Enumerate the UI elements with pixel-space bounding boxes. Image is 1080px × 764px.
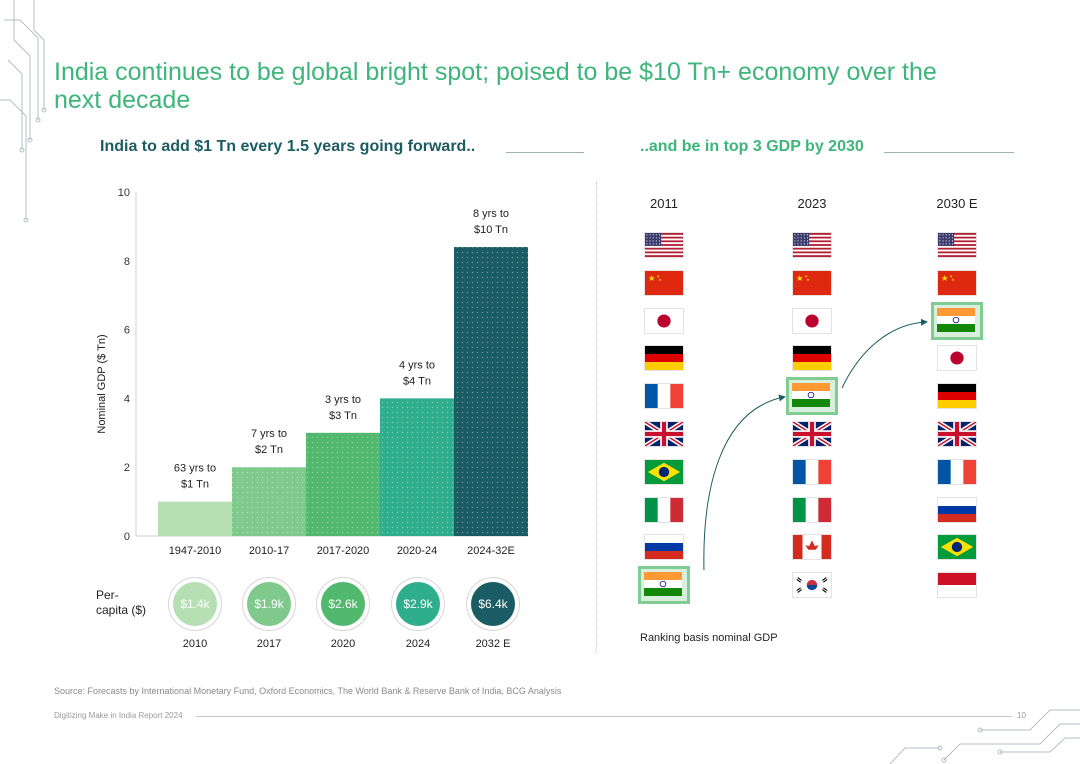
per-capita-circle: $2.6k <box>321 582 365 626</box>
flag-china-icon: ★ ★ ★ <box>937 269 977 296</box>
svg-text:★: ★ <box>796 273 804 283</box>
page-number: 10 <box>1017 711 1026 720</box>
svg-text:★: ★ <box>658 278 662 282</box>
section-divider <box>596 182 597 652</box>
flag-germany-icon <box>644 345 684 372</box>
data-label: 7 yrs to $2 Tn <box>251 428 287 456</box>
footer-rule <box>196 716 1012 717</box>
rank-arrow-2011-2023 <box>703 394 786 570</box>
per-capita-label-line2: capita ($) <box>96 603 147 617</box>
ranking-year-header: 2030 E <box>936 196 978 211</box>
x-tick-label: 2010-17 <box>249 545 289 557</box>
y-axis-label: Nominal GDP ($ Tn) <box>96 334 108 433</box>
svg-text:★: ★ <box>949 274 953 278</box>
flag-uk-icon <box>937 421 977 447</box>
source-note: Source: Forecasts by International Monet… <box>54 686 562 696</box>
flag-india-icon <box>638 566 690 605</box>
data-label: 8 yrs to $10 Tn <box>473 208 509 236</box>
bar-texture <box>380 398 454 536</box>
ranking-year-header: 2023 <box>797 196 827 211</box>
data-label: 3 yrs to $3 Tn <box>325 394 361 422</box>
x-tick-label: 2020-24 <box>397 545 437 557</box>
gdp-bar-chart: 0 2 4 6 8 10 Nominal GDP ($ Tn) 1947-2010 63 yrs… <box>96 187 528 557</box>
svg-text:★: ★ <box>656 274 660 278</box>
footer-text: Digitizing Make in India Report 2024 <box>54 711 183 720</box>
per-capita-circle: $1.4k <box>173 582 217 626</box>
flag-brazil-icon <box>937 534 977 561</box>
flag-usa-icon <box>792 232 832 258</box>
flag-france-icon <box>792 458 832 485</box>
page-title: India continues to be global bright spot… <box>54 58 937 114</box>
bar-texture <box>306 432 380 536</box>
y-tick-label: 6 <box>124 325 130 337</box>
flag-china-icon: ★ ★ ★ <box>644 269 684 296</box>
svg-text:★: ★ <box>941 273 949 283</box>
flag-usa-icon <box>937 232 977 258</box>
per-capita-year: 2024 <box>405 638 431 650</box>
per-capita-circle: $6.4k <box>471 582 515 626</box>
per-capita-year: 2017 <box>256 638 282 650</box>
flag-usa-icon <box>644 232 684 258</box>
flag-india-icon <box>786 377 838 416</box>
rank-arrows <box>703 318 928 570</box>
y-tick-label: 2 <box>124 462 130 474</box>
flag-china-icon: ★ ★ ★ <box>792 269 832 296</box>
flag-italy-icon <box>792 496 832 523</box>
svg-text:★: ★ <box>648 273 656 283</box>
per-capita-label: Per- capita ($) <box>96 588 146 618</box>
data-label: 63 yrs to $1 Tn <box>174 463 216 491</box>
x-tick-label: 1947-2010 <box>169 545 222 557</box>
flag-india-icon <box>931 301 983 340</box>
flag-uk-icon <box>644 421 684 447</box>
flag-indonesia-icon <box>937 572 977 599</box>
flag-germany-icon <box>937 383 977 410</box>
x-tick-label: 2024-32E <box>467 545 515 557</box>
flag-brazil-icon <box>644 458 684 485</box>
svg-text:★: ★ <box>951 278 955 282</box>
y-tick-label: 4 <box>124 393 130 405</box>
per-capita-circle: $2.9k <box>396 582 440 626</box>
per-capita-year: 2010 <box>182 638 208 650</box>
y-tick-label: 0 <box>124 531 130 543</box>
per-capita-label-line1: Per- <box>96 588 119 602</box>
flag-italy-icon <box>644 496 684 523</box>
left-subtitle-rule <box>506 152 584 153</box>
flag-france-icon <box>644 383 684 410</box>
per-capita-circle: $1.9k <box>247 582 291 626</box>
ranking-year-header: 2011 <box>650 196 678 211</box>
flag-russia-icon <box>937 496 977 523</box>
flag-uk-icon <box>792 421 832 447</box>
flag-russia-icon <box>644 534 684 561</box>
flag-japan-icon <box>792 307 832 334</box>
flag-germany-icon <box>792 345 832 372</box>
right-subtitle: ..and be in top 3 GDP by 2030 <box>640 138 864 155</box>
bar-texture <box>232 467 306 536</box>
flag-france-icon <box>937 458 977 485</box>
bar-texture <box>454 247 528 536</box>
y-tick-label: 8 <box>124 256 130 268</box>
rank-arrow-2023-2030 <box>841 318 928 389</box>
bar-1947-2010 <box>158 501 232 536</box>
y-tick-label: 10 <box>118 187 130 199</box>
ranking-caption: Ranking basis nominal GDP <box>640 632 778 644</box>
data-label: 4 yrs to $4 Tn <box>399 359 435 387</box>
flag-japan-icon <box>937 345 977 372</box>
x-tick-label: 2017-2020 <box>317 545 370 557</box>
flag-canada-icon <box>792 534 832 561</box>
right-subtitle-rule <box>884 152 1014 153</box>
svg-text:★: ★ <box>804 274 808 278</box>
flag-japan-icon <box>644 307 684 334</box>
per-capita-year: 2032 E <box>475 638 511 650</box>
flag-south-korea-icon <box>792 572 832 599</box>
svg-text:★: ★ <box>806 278 810 282</box>
left-subtitle: India to add $1 Tn every 1.5 years going… <box>100 138 476 155</box>
per-capita-year: 2020 <box>330 638 356 650</box>
